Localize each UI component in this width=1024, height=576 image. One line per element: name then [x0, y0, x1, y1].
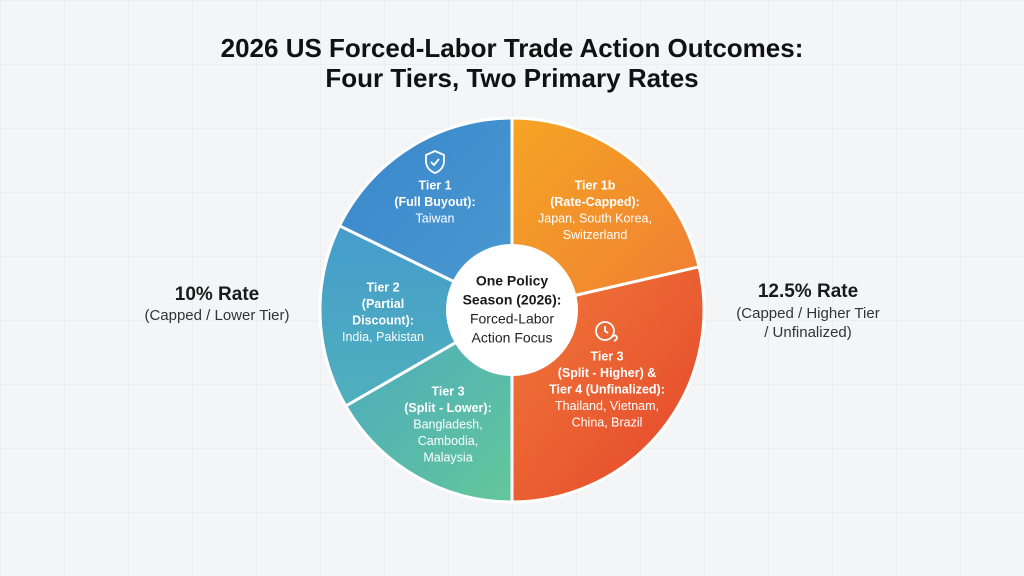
segment-countries: Switzerland — [563, 228, 628, 242]
clock-icon — [595, 321, 618, 342]
segment-label: Tier 1 — [418, 178, 451, 192]
segment-label: Tier 3 — [590, 349, 623, 363]
segment-countries: Thailand, Vietnam, — [555, 399, 659, 413]
segment-label: Tier 4 (Unfinalized): — [549, 382, 665, 396]
segment-label: Tier 1b — [575, 178, 616, 192]
segment-label: (Partial — [362, 297, 404, 311]
segment-countries: India, Pakistan — [342, 330, 424, 344]
title: 2026 US Forced-Labor Trade Action Outcom… — [221, 33, 804, 63]
segment-countries: Taiwan — [416, 211, 455, 225]
segment-label: Tier 3 — [431, 384, 464, 398]
segment-label: (Split - Lower): — [404, 401, 492, 415]
center-label: One Policy — [476, 273, 549, 289]
labels: 2026 US Forced-Labor Trade Action Outcom… — [144, 33, 879, 464]
segment — [510, 116, 701, 312]
center-text: Forced-Labor — [470, 311, 554, 327]
segment-label: (Full Buyout): — [394, 195, 475, 209]
segment-label: (Rate-Capped): — [550, 195, 640, 209]
rate-desc: (Capped / Lower Tier) — [144, 307, 289, 324]
rate-desc: (Capped / Higher Tier — [736, 305, 879, 322]
center-circle — [446, 244, 578, 376]
segment — [318, 223, 516, 409]
segment-countries: Cambodia, — [418, 434, 478, 448]
shield-icon — [425, 150, 445, 174]
segment-countries: Japan, South Korea, — [538, 211, 652, 225]
center-label: Season (2026): — [463, 292, 562, 308]
rate-heading: 12.5% Rate — [758, 281, 858, 302]
segment-label: Discount): — [352, 313, 414, 327]
segment-label: (Split - Higher) & — [558, 366, 657, 380]
center-text: Action Focus — [472, 330, 553, 346]
rate-heading: 10% Rate — [175, 284, 260, 305]
segment-countries: Malaysia — [423, 450, 472, 464]
title: Four Tiers, Two Primary Rates — [325, 63, 698, 93]
segment-countries: Bangladesh, — [413, 417, 483, 431]
segment-label: Tier 2 — [366, 280, 399, 294]
rate-desc: / Unfinalized) — [764, 324, 852, 341]
segment-countries: China, Brazil — [572, 415, 643, 429]
